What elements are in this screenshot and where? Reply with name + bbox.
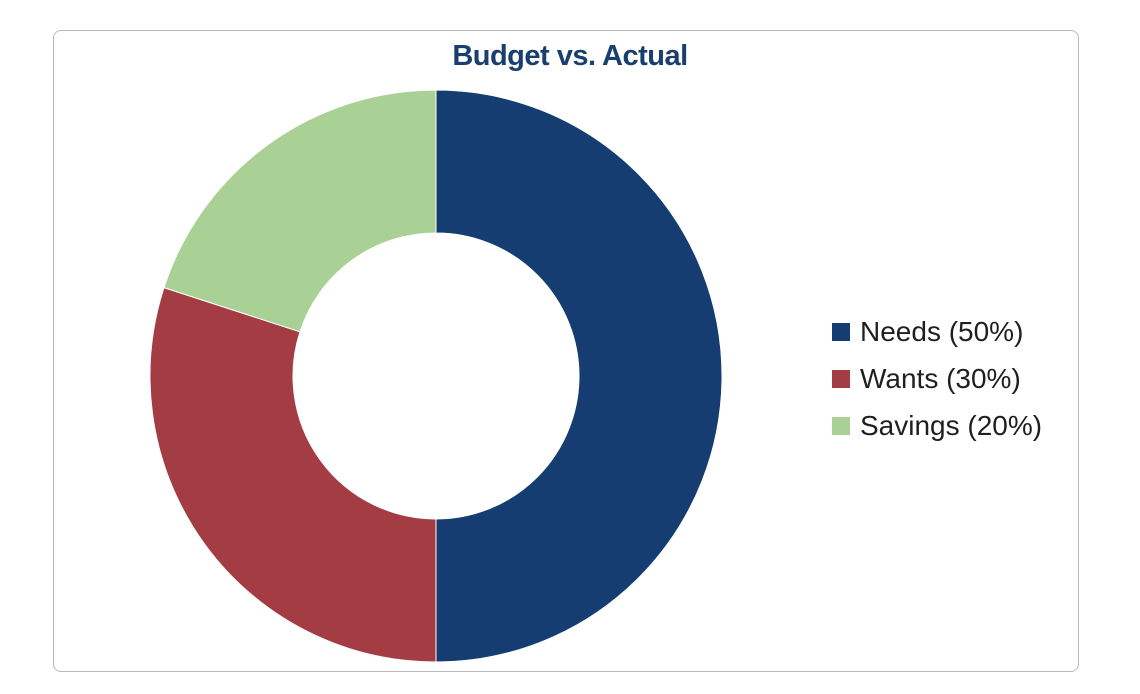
slice-wants bbox=[149, 286, 437, 663]
chart-title: Budget vs. Actual bbox=[452, 40, 688, 72]
slice-needs bbox=[435, 89, 723, 663]
legend-swatch-needs bbox=[832, 322, 850, 341]
legend-label-wants: Wants (30%) bbox=[860, 362, 1021, 394]
legend-item-savings: Savings (20%) bbox=[832, 402, 1042, 449]
legend-swatch-wants bbox=[832, 369, 850, 388]
legend-item-needs: Needs (50%) bbox=[832, 308, 1042, 355]
legend: Needs (50%) Wants (30%) Savings (20%) bbox=[832, 308, 1042, 449]
slice-savings bbox=[163, 89, 437, 333]
legend-item-wants: Wants (30%) bbox=[832, 355, 1042, 402]
legend-label-needs: Needs (50%) bbox=[860, 315, 1024, 347]
legend-label-savings: Savings (20%) bbox=[860, 409, 1043, 441]
legend-swatch-savings bbox=[832, 416, 850, 435]
